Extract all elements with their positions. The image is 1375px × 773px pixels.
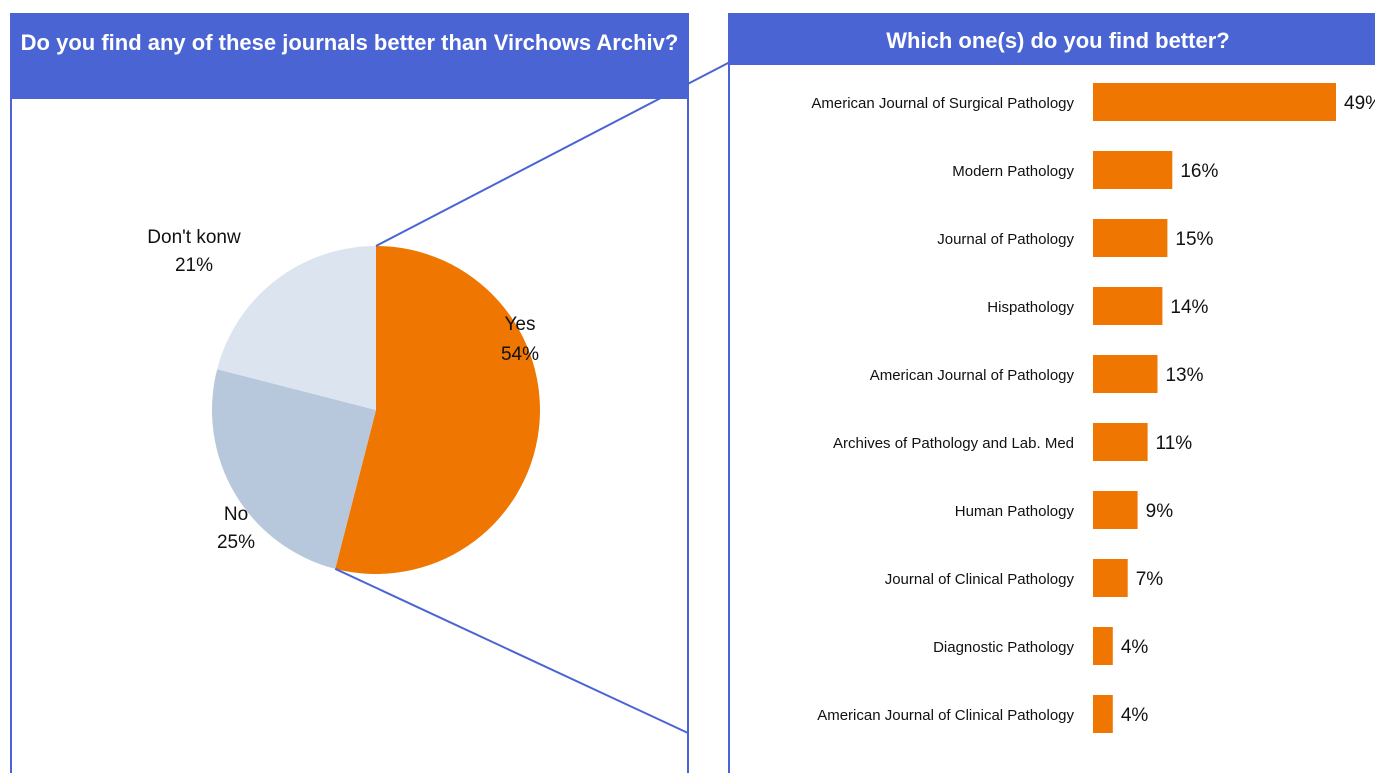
pie-value-dont-know: 21%	[175, 255, 213, 276]
bar-category-label: Hispathology	[987, 299, 1074, 316]
bar-category-label: American Journal of Pathology	[870, 367, 1075, 384]
pie-panel: Do you find any of these journals better…	[10, 13, 689, 773]
bar-value-label: 11%	[1156, 433, 1193, 454]
pie-slice-dont-know	[217, 246, 376, 410]
bar-category-label: Diagnostic Pathology	[933, 639, 1074, 656]
bar	[1093, 491, 1138, 529]
bar-value-label: 9%	[1146, 501, 1174, 522]
bar-category-label: Archives of Pathology and Lab. Med	[833, 435, 1074, 452]
bar-chart-title: Which one(s) do you find better?	[886, 28, 1230, 53]
pie-chart: Yes 54% No 25% Don't konw 21%	[147, 227, 540, 574]
pie-slice-no	[211, 369, 376, 569]
bar-value-label: 16%	[1180, 161, 1218, 182]
bar-value-label: 4%	[1121, 705, 1149, 726]
pie-chart-title: Do you find any of these journals better…	[12, 15, 687, 99]
bar-category-label: Modern Pathology	[952, 163, 1074, 180]
bar	[1093, 287, 1163, 325]
bar	[1093, 695, 1113, 733]
bar-category-label: American Journal of Surgical Pathology	[811, 95, 1074, 112]
pie-value-no: 25%	[217, 532, 255, 553]
connector-line-top	[375, 61, 731, 247]
pie-label-yes: Yes	[505, 314, 536, 335]
bar-category-label: Journal of Pathology	[937, 231, 1074, 248]
pie-label-dont-know: Don't konw	[147, 227, 241, 248]
bar-panel: Which one(s) do you find better?	[728, 13, 1375, 773]
bar	[1093, 151, 1173, 189]
bar-category-label: Human Pathology	[955, 503, 1075, 520]
pie-value-yes: 54%	[501, 344, 539, 365]
bar-value-label: 14%	[1170, 297, 1208, 318]
bar-value-label: 7%	[1136, 569, 1164, 590]
chart-canvas: Yes 54% No 25% Don't konw 21% American Journa…	[147, 61, 1375, 734]
bar-category-label: American Journal of Clinical Pathology	[817, 707, 1074, 724]
bar-value-label: 4%	[1121, 637, 1149, 658]
pie-label-no: No	[224, 504, 248, 525]
bar	[1093, 559, 1128, 597]
connector-lines	[334, 61, 731, 734]
bar-chart: American Journal of Surgical Pathology 49…	[811, 83, 1375, 733]
connector-line-bottom	[334, 567, 689, 734]
bar	[1093, 627, 1113, 665]
bar	[1093, 423, 1148, 461]
bar-category-label: Journal of Clinical Pathology	[885, 571, 1075, 588]
bar	[1093, 83, 1336, 121]
pie-slice-yes	[335, 246, 540, 574]
bar-value-label: 13%	[1165, 365, 1203, 386]
bar	[1093, 219, 1168, 257]
bar-value-label: 15%	[1175, 229, 1213, 250]
bar-value-label: 49%	[1344, 93, 1375, 114]
bar	[1093, 355, 1158, 393]
